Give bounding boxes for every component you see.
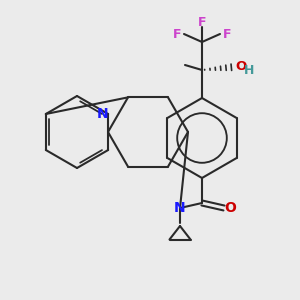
Text: H: H: [244, 64, 254, 77]
Text: F: F: [173, 28, 181, 40]
Text: F: F: [223, 28, 231, 40]
Text: O: O: [235, 59, 246, 73]
Text: F: F: [198, 16, 206, 28]
Text: N: N: [174, 201, 186, 215]
Text: N: N: [96, 107, 108, 121]
Text: O: O: [224, 201, 236, 215]
